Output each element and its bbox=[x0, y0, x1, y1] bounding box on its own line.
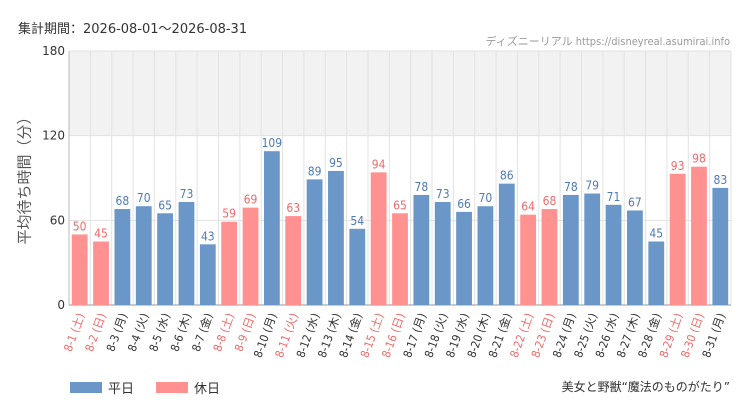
bar bbox=[392, 213, 408, 305]
bar-value-label: 83 bbox=[713, 173, 727, 187]
bar-value-label: 50 bbox=[73, 219, 87, 233]
bar bbox=[199, 244, 216, 305]
bar bbox=[669, 173, 686, 305]
bar-value-label: 89 bbox=[308, 164, 322, 178]
bar-value-label: 94 bbox=[372, 157, 386, 171]
bar bbox=[541, 209, 558, 305]
bar-value-label: 73 bbox=[180, 187, 194, 201]
collection-period: 集計期間：2026-08-01～2026-08-31 bbox=[18, 22, 248, 37]
bar-value-label: 59 bbox=[222, 207, 236, 221]
bar-value-label: 109 bbox=[262, 136, 283, 150]
bar bbox=[349, 228, 366, 305]
bar bbox=[263, 151, 280, 305]
y-tick-label: 120 bbox=[42, 129, 65, 143]
bar bbox=[93, 241, 109, 305]
bar bbox=[242, 207, 259, 305]
chart-legend: 平日 休日 bbox=[70, 378, 220, 397]
bar-value-label: 45 bbox=[94, 227, 108, 241]
bar-value-label: 71 bbox=[607, 190, 621, 204]
bar-value-label: 86 bbox=[500, 169, 514, 183]
bar-value-label: 98 bbox=[692, 152, 706, 166]
bar-value-label: 78 bbox=[564, 180, 578, 194]
bar-value-label: 70 bbox=[137, 191, 151, 205]
bar bbox=[605, 204, 622, 305]
bar-value-label: 70 bbox=[479, 191, 493, 205]
bar-value-label: 66 bbox=[457, 197, 471, 211]
bar-value-label: 65 bbox=[158, 198, 172, 212]
y-tick-label: 0 bbox=[57, 298, 65, 312]
bar bbox=[178, 201, 195, 305]
bar bbox=[648, 241, 665, 305]
bar bbox=[306, 179, 323, 305]
bar bbox=[135, 206, 152, 305]
bar-value-label: 95 bbox=[329, 156, 343, 170]
bar bbox=[370, 172, 387, 305]
bar-value-label: 63 bbox=[286, 201, 300, 215]
bar bbox=[456, 211, 472, 305]
attraction-name: 美女と野獣“魔法のものがたり” bbox=[561, 380, 730, 394]
legend-weekday: 平日 bbox=[70, 378, 134, 397]
bar-value-label: 45 bbox=[649, 227, 663, 241]
bar bbox=[691, 166, 707, 305]
bar-value-label: 78 bbox=[414, 180, 428, 194]
bar-value-label: 93 bbox=[671, 159, 685, 173]
bar bbox=[221, 221, 238, 305]
legend-holiday-swatch bbox=[156, 382, 189, 393]
bar bbox=[157, 213, 173, 305]
bar bbox=[328, 170, 344, 305]
bar bbox=[477, 206, 494, 305]
bar bbox=[413, 194, 430, 305]
bar-value-label: 54 bbox=[350, 214, 364, 228]
bar-value-label: 69 bbox=[244, 193, 258, 207]
bar-value-label: 43 bbox=[201, 229, 215, 243]
bar-value-label: 64 bbox=[521, 200, 535, 214]
site-credit: ディズニーリアル https://disneyreal.asumirai.inf… bbox=[485, 35, 730, 48]
bar-value-label: 73 bbox=[436, 187, 450, 201]
y-tick-label: 180 bbox=[42, 44, 65, 58]
bar bbox=[71, 234, 88, 305]
bar bbox=[434, 201, 451, 305]
bar bbox=[285, 216, 302, 305]
bar-value-label: 65 bbox=[393, 198, 407, 212]
bar bbox=[584, 193, 601, 305]
legend-weekday-swatch bbox=[70, 382, 102, 393]
bar bbox=[627, 210, 643, 305]
bar-value-label: 68 bbox=[116, 194, 130, 208]
bar bbox=[520, 214, 537, 305]
bar-value-label: 79 bbox=[585, 179, 599, 193]
y-tick-label: 60 bbox=[50, 213, 65, 227]
bar-value-label: 68 bbox=[543, 194, 557, 208]
bar bbox=[114, 209, 131, 305]
legend-holiday: 休日 bbox=[156, 378, 220, 397]
bar bbox=[498, 183, 515, 305]
legend-weekday-label: 平日 bbox=[108, 382, 135, 397]
legend-holiday-label: 休日 bbox=[194, 382, 221, 397]
shaded-band bbox=[69, 51, 731, 136]
bar-value-label: 67 bbox=[628, 195, 642, 209]
bar bbox=[562, 194, 579, 305]
bar bbox=[712, 187, 729, 305]
